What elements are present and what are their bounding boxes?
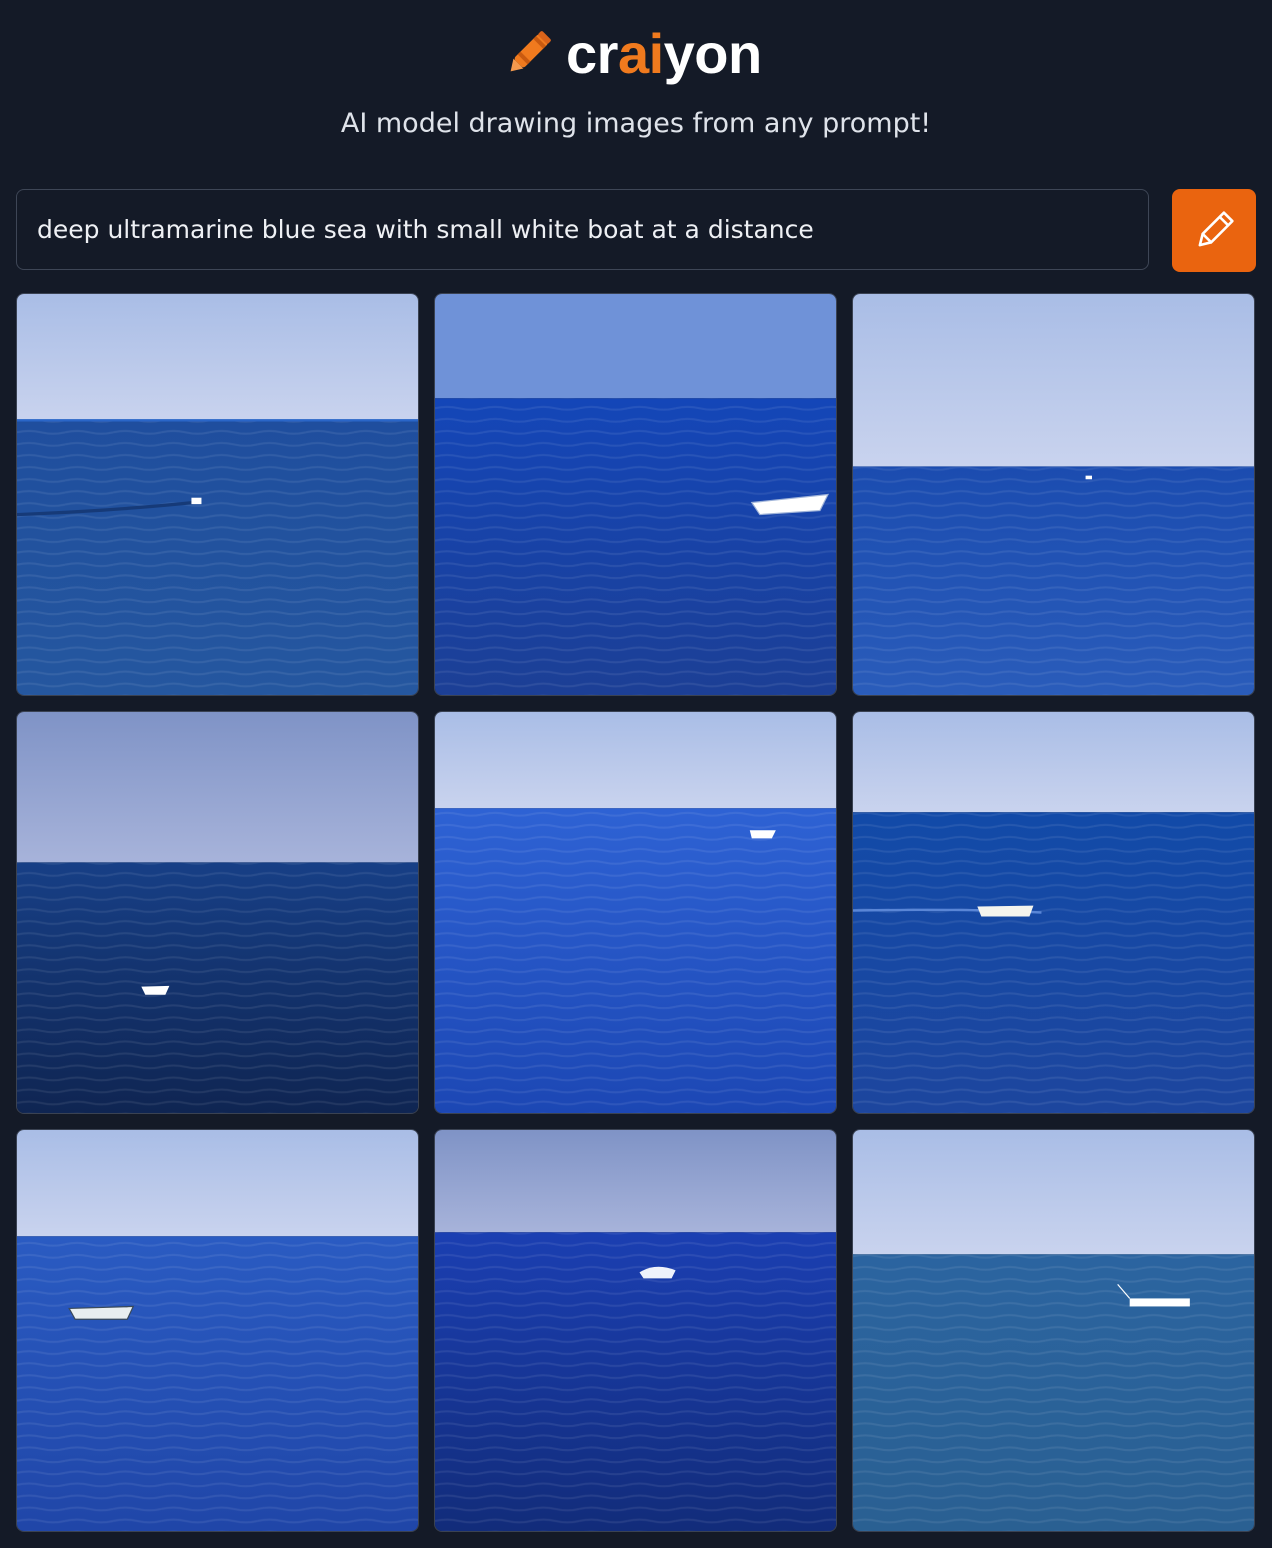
logo-part: yon (663, 21, 763, 85)
generated-image[interactable] (16, 293, 419, 696)
generated-image[interactable] (434, 293, 837, 696)
image-art (435, 294, 836, 695)
logo-text: craiyon (566, 21, 762, 86)
image-art (853, 294, 1254, 695)
draw-button[interactable] (1172, 189, 1256, 272)
generated-image[interactable] (852, 711, 1255, 1114)
generated-image[interactable] (852, 1129, 1255, 1532)
image-art (17, 1130, 418, 1531)
logo[interactable]: craiyon (500, 20, 762, 86)
pencil-icon (1198, 210, 1234, 246)
image-art (853, 1130, 1254, 1531)
image-art (17, 712, 418, 1113)
image-art (17, 294, 418, 695)
image-art (853, 712, 1254, 1113)
subtitle: AI model drawing images from any prompt! (340, 108, 932, 139)
generated-image[interactable] (16, 1129, 419, 1532)
image-art (435, 712, 836, 1113)
generated-image[interactable] (16, 711, 419, 1114)
logo-part: cr (566, 21, 618, 85)
prompt-input[interactable]: deep ultramarine blue sea with small whi… (16, 189, 1149, 270)
logo-part: ai (617, 21, 664, 85)
generated-image[interactable] (434, 1129, 837, 1532)
generated-image[interactable] (852, 293, 1255, 696)
generated-image[interactable] (434, 711, 837, 1114)
logo-icon (510, 31, 551, 72)
image-art (435, 1130, 836, 1531)
